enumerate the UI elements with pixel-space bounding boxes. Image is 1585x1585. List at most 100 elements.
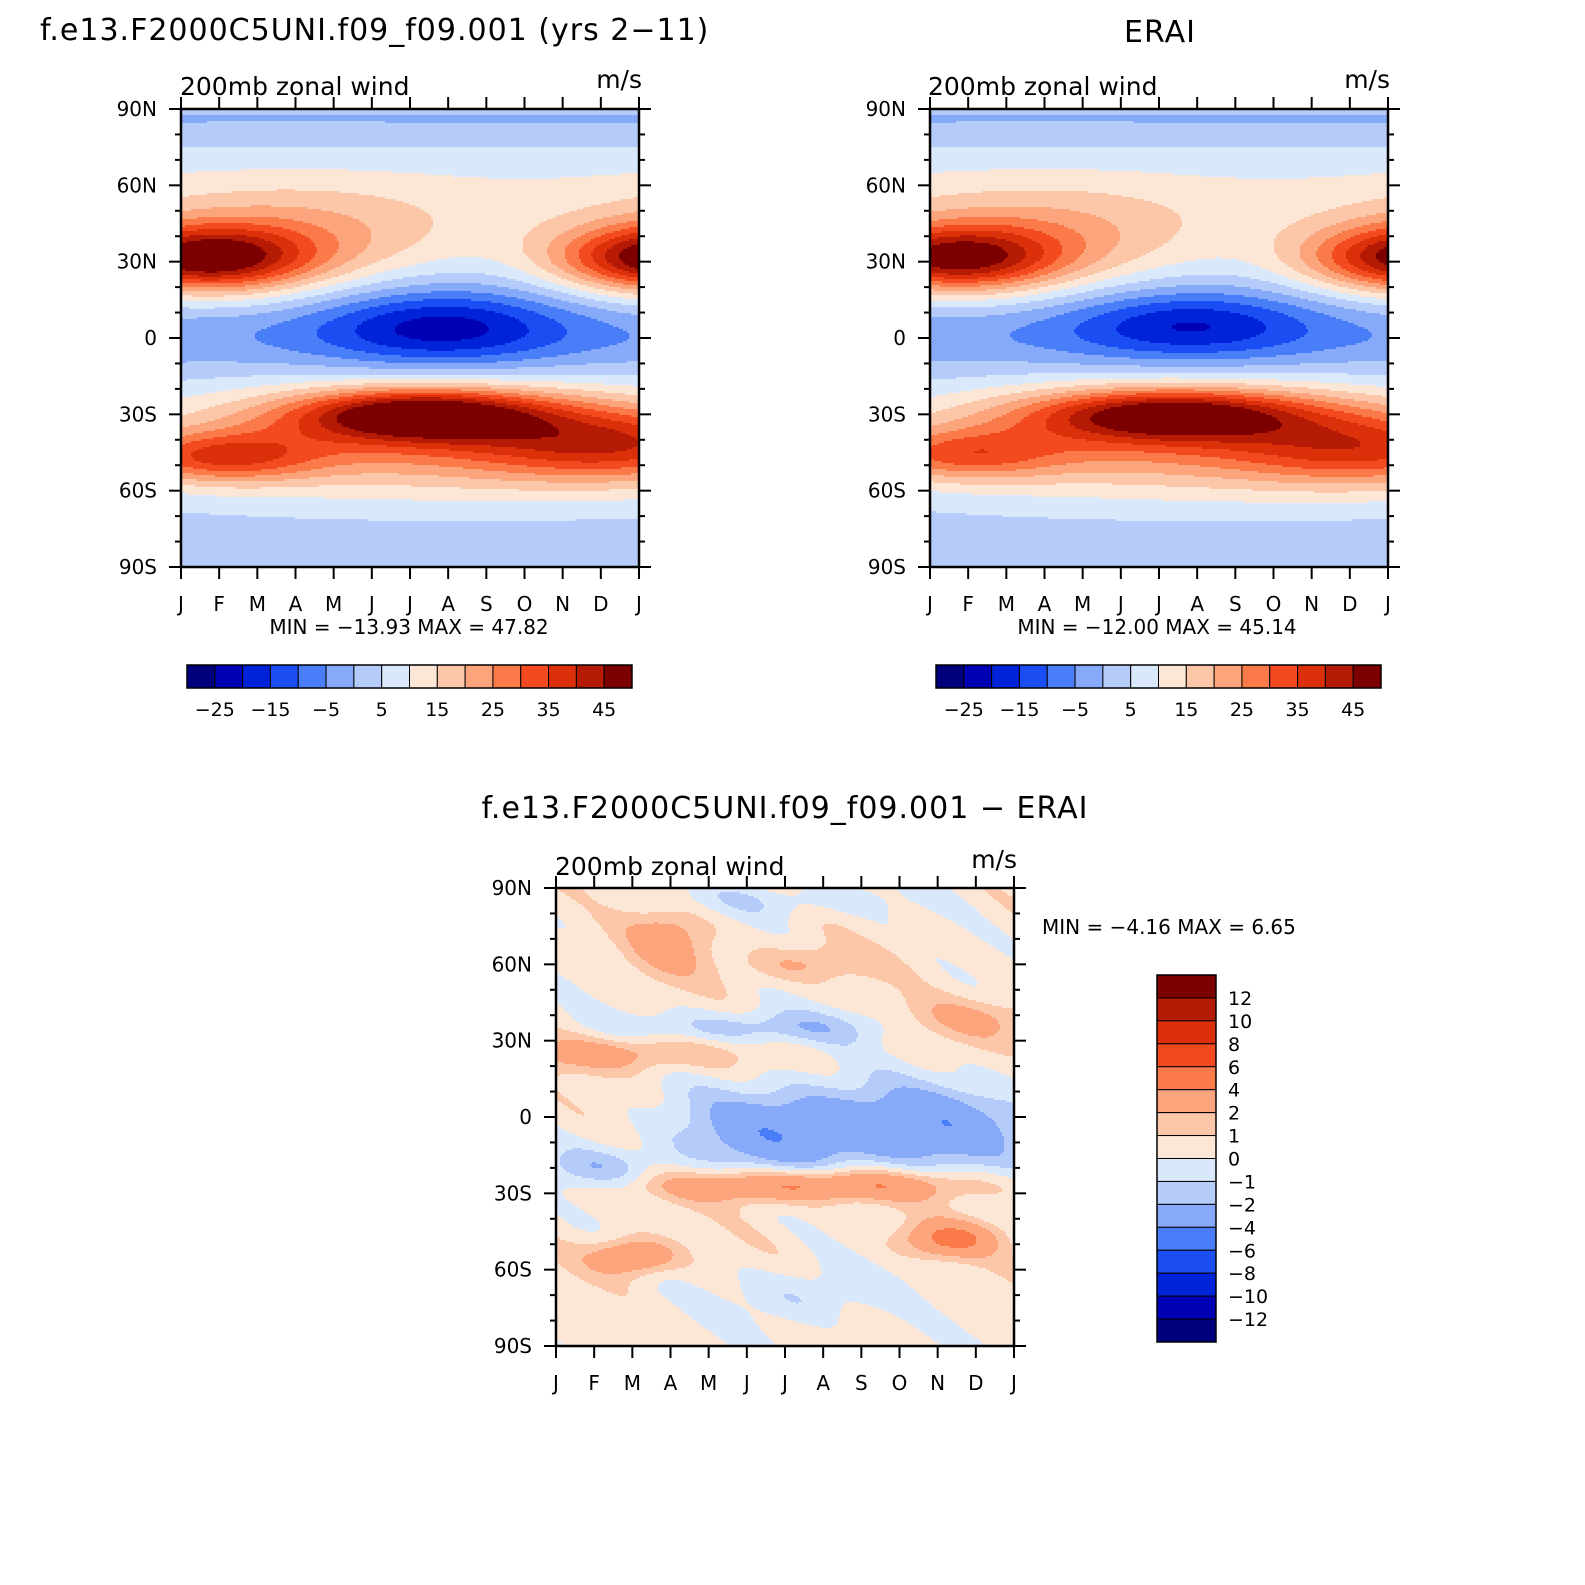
colorbar-swatch	[991, 664, 1020, 689]
colorbar-swatch	[575, 664, 605, 689]
month-tick-label: M	[325, 592, 342, 616]
month-tick-label: J	[1116, 592, 1124, 616]
month-tick-label: J	[780, 1371, 788, 1395]
model-subtitle-units: m/s	[596, 65, 642, 94]
colorbar-swatch	[186, 664, 216, 689]
colorbar-label: 5	[376, 699, 388, 721]
colorbar-label: −15	[999, 699, 1039, 721]
colorbar-swatch	[464, 664, 494, 689]
lat-tick-label: 60N	[866, 173, 906, 197]
month-tick-label: J	[551, 1371, 559, 1395]
month-tick-label: A	[1038, 592, 1052, 616]
lat-tick-label: 60N	[492, 952, 532, 976]
colorbar-label: −2	[1228, 1194, 1256, 1216]
month-tick-label: A	[1190, 592, 1204, 616]
month-tick-label: A	[441, 592, 455, 616]
contour-field	[181, 109, 640, 568]
colorbar-swatch	[1185, 664, 1215, 689]
colorbar-swatch	[963, 664, 993, 689]
colorbar-swatch	[1156, 1272, 1217, 1297]
month-tick-label: O	[517, 592, 533, 616]
colorbar-swatch	[436, 664, 466, 689]
month-tick-label: M	[624, 1371, 641, 1395]
month-tick-label: J	[405, 592, 413, 616]
month-tick-label: M	[700, 1371, 717, 1395]
month-tick-label: D	[968, 1371, 983, 1395]
colorbar-label: 25	[481, 699, 505, 721]
colorbar-label: −12	[1228, 1309, 1268, 1331]
lat-tick-label: 90N	[117, 97, 157, 121]
colorbar-swatch	[214, 664, 244, 689]
colorbar-swatch	[1156, 1020, 1217, 1045]
colorbar-swatch	[1156, 1158, 1217, 1182]
obs-subtitle-units: m/s	[1344, 65, 1390, 94]
colorbar-swatch	[353, 664, 383, 689]
axis-ticks	[544, 876, 1026, 1358]
colorbar-swatch	[1269, 664, 1299, 689]
axis-ticks	[169, 97, 651, 579]
month-tick-label: F	[962, 592, 974, 616]
lat-tick-label: 90S	[119, 555, 157, 579]
colorbar-swatch	[1297, 664, 1326, 689]
colorbar-swatch	[269, 664, 299, 689]
colorbar-swatch	[1156, 1226, 1217, 1251]
colorbar-swatch	[1156, 1249, 1217, 1274]
colorbar-swatch	[1156, 1089, 1217, 1114]
model-panel-title: f.e13.F2000C5UNI.f09_f09.001 (yrs 2−11)	[40, 13, 709, 48]
month-tick-label: J	[1383, 592, 1391, 616]
colorbar-label: −4	[1228, 1217, 1256, 1239]
colorbar-swatch	[520, 664, 550, 689]
month-tick-label: J	[925, 592, 933, 616]
colorbar-label: 10	[1228, 1011, 1252, 1033]
month-tick-label: F	[588, 1371, 600, 1395]
month-tick-label: M	[998, 592, 1015, 616]
colorbar-swatch	[1156, 1112, 1217, 1137]
month-tick-label: S	[855, 1371, 868, 1395]
colorbar-label: −8	[1228, 1263, 1256, 1285]
colorbar-label: 45	[1341, 699, 1365, 721]
colorbar-label: 2	[1228, 1103, 1240, 1125]
lat-tick-label: 30S	[119, 402, 157, 426]
axis-ticks	[918, 97, 1400, 579]
month-tick-label: J	[634, 592, 642, 616]
lat-tick-label: 90S	[868, 555, 906, 579]
colorbar-swatch	[1324, 664, 1354, 689]
obs-min-max: MIN = −12.00 MAX = 45.14	[1017, 615, 1296, 639]
colorbar-swatch	[242, 664, 271, 689]
colorbar-label: 1	[1228, 1126, 1240, 1148]
model-min-max: MIN = −13.93 MAX = 47.82	[269, 615, 548, 639]
colorbar-swatch	[297, 664, 327, 689]
month-tick-label: N	[930, 1371, 945, 1395]
colorbar-label: 15	[1174, 699, 1198, 721]
lat-tick-label: 30N	[117, 250, 157, 274]
colorbar-swatch	[325, 664, 355, 689]
month-tick-label: J	[1154, 592, 1162, 616]
colorbar-label: 15	[425, 699, 449, 721]
colorbar-label: 45	[592, 699, 616, 721]
colorbar-swatch	[1352, 664, 1382, 689]
month-tick-label: J	[176, 592, 184, 616]
lat-tick-label: 60N	[117, 173, 157, 197]
diff-panel-title: f.e13.F2000C5UNI.f09_f09.001 − ERAI	[482, 791, 1089, 826]
contour-field	[556, 888, 1015, 1347]
colorbar-swatch	[1156, 1295, 1217, 1320]
colorbar-label: 12	[1228, 988, 1252, 1010]
colorbar-swatch	[1213, 664, 1243, 689]
colorbar-label: 8	[1228, 1034, 1240, 1056]
colorbar-label: −10	[1228, 1286, 1268, 1308]
colorbar-label: −15	[250, 699, 290, 721]
colorbar-swatch	[603, 664, 633, 689]
colorbar-swatch	[1241, 664, 1271, 689]
month-tick-label: D	[593, 592, 608, 616]
colorbar-label: 4	[1228, 1080, 1240, 1102]
month-tick-label: M	[249, 592, 266, 616]
month-tick-label: D	[1342, 592, 1357, 616]
month-tick-label: M	[1074, 592, 1091, 616]
colorbar-swatch	[1156, 974, 1217, 999]
contour-field	[930, 109, 1389, 568]
colorbar-swatch	[1156, 1066, 1217, 1091]
lat-tick-label: 90N	[866, 97, 906, 121]
